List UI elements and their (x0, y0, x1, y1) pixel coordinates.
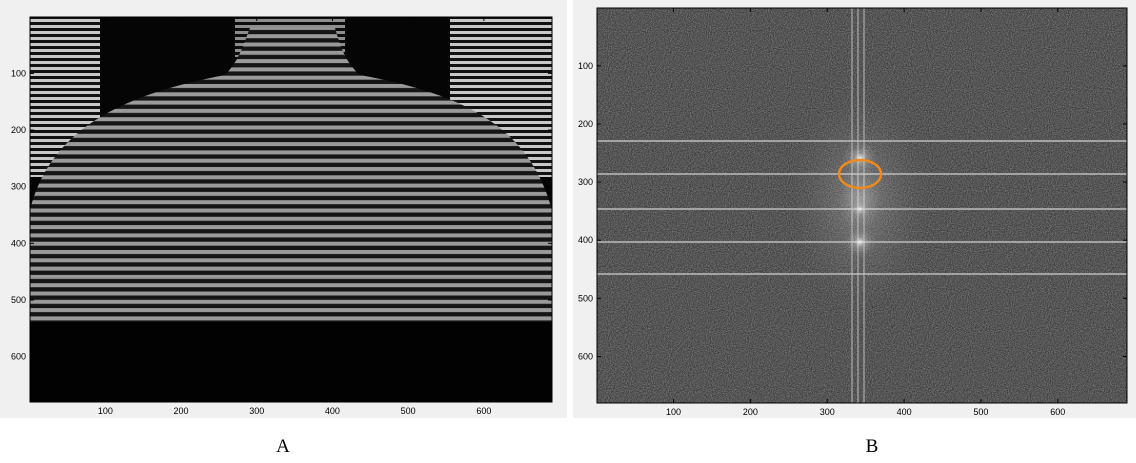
x-tick-label: 600 (1050, 407, 1065, 417)
x-tick-label: 600 (476, 406, 491, 416)
panel-caption: B (866, 436, 879, 457)
y-tick-label: 500 (11, 295, 26, 305)
figure: A B 100 200 300 400 500 (0, 0, 1136, 463)
x-tick-label: 400 (897, 407, 912, 417)
x-tick-label: 500 (401, 406, 416, 416)
y-tick-label: 200 (578, 119, 593, 129)
fringe-image (30, 17, 552, 402)
y-tick-label: 300 (578, 177, 593, 187)
y-tick-label: 300 (11, 182, 26, 192)
x-tick-label: 300 (820, 407, 835, 417)
y-tick-label: 400 (578, 235, 593, 245)
panel-caption: A (276, 436, 290, 457)
x-tick-label: 100 (98, 406, 113, 416)
y-tick-label: 100 (11, 68, 26, 78)
x-tick-label: 400 (325, 406, 340, 416)
x-tick-label: 500 (973, 407, 988, 417)
x-tick-label: 200 (743, 407, 758, 417)
x-tick-label: 300 (249, 406, 264, 416)
x-tick-label: 200 (174, 406, 189, 416)
x-tick-label: 100 (666, 407, 681, 417)
panel-a: A (0, 0, 567, 457)
y-tick-label: 500 (578, 293, 593, 303)
y-tick-label: 400 (11, 238, 26, 248)
y-tick-label: 200 (11, 125, 26, 135)
y-tick-label: 600 (578, 351, 593, 361)
y-tick-label: 600 (11, 352, 26, 362)
y-tick-label: 100 (578, 61, 593, 71)
panel-b: B (573, 0, 1136, 457)
spectrum-image (597, 8, 1127, 403)
